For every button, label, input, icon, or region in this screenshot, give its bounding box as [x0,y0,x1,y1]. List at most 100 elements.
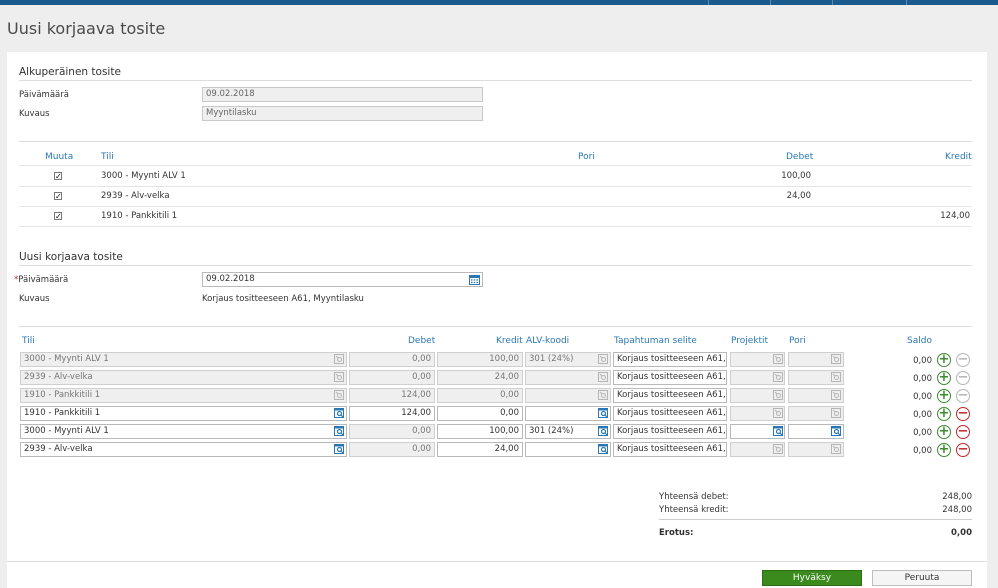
divider [19,80,972,81]
event-desc-input[interactable]: Korjaus tositteeseen A61, M [613,424,727,439]
remove-row-icon[interactable]: − [956,406,970,421]
debit-input: 124,00 [349,388,435,403]
top-bar [0,0,998,5]
top-bar-divider [832,0,833,5]
lookup-icon [831,354,841,364]
correction-date-label-text: Päivämäärä [18,275,69,285]
col-account: Tili [22,336,35,346]
col-pori: Pori [789,336,806,346]
projects-input [730,370,785,385]
event-desc-input[interactable]: Korjaus tositteeseen A61, M [613,442,727,457]
correction-date-input[interactable]: 09.02.2018 [202,272,483,287]
saldo-value: 0,00 [913,356,932,366]
lookup-icon [773,444,783,454]
lookup-icon [598,390,608,400]
change-checkbox[interactable]: ✓ [54,192,62,201]
credit-input[interactable]: 100,00 [437,424,523,439]
lookup-icon [598,372,608,382]
col-vat: ALV-koodi [526,336,570,346]
row-divider [19,186,972,187]
add-row-icon[interactable]: + [937,406,951,421]
difference-label: Erotus: [659,528,694,538]
lookup-icon[interactable] [334,426,344,436]
account-input[interactable]: 1910 - Pankkitili 1 [20,406,347,421]
lookup-icon[interactable] [334,444,344,454]
projects-input [730,442,785,457]
original-desc-field: Myyntilasku [202,106,483,121]
add-row-icon[interactable]: + [937,352,951,367]
add-row-icon[interactable]: + [937,424,951,439]
event-desc-input[interactable]: Korjaus tositteeseen A61, M [613,352,727,367]
col-event-desc: Tapahtuman selite [614,336,697,346]
main-card: Alkuperäinen tosite Päivämäärä 09.02.201… [7,52,987,588]
account-input[interactable]: 2939 - Alv-velka [20,442,347,457]
col-change: Muuta [45,152,74,162]
vat-input [525,370,611,385]
add-row-icon[interactable]: + [937,388,951,403]
calendar-icon[interactable] [469,274,480,285]
remove-row-icon[interactable]: − [956,442,970,457]
projects-input[interactable] [730,424,785,439]
original-row-account: 1910 - Pankkitili 1 [101,211,178,221]
projects-input [730,406,785,421]
required-mark: * [14,275,19,285]
remove-row-icon[interactable]: − [956,424,970,439]
vat-input[interactable] [525,442,611,457]
correction-desc-value: Korjaus tositteeseen A61, Myyntilasku [202,294,364,304]
lookup-icon[interactable] [598,444,608,454]
change-checkbox[interactable]: ✓ [54,172,62,181]
debit-input: 0,00 [349,424,435,439]
lookup-icon [334,390,344,400]
original-desc-label: Kuvaus [19,109,50,119]
projects-input [730,352,785,367]
saldo-value: 0,00 [913,392,932,402]
row-divider [19,165,972,166]
pori-input [788,370,844,385]
accept-button[interactable]: Hyväksy [762,570,862,586]
event-desc-input[interactable]: Korjaus tositteeseen A61, M [613,370,727,385]
col-debit: Debet [786,152,814,162]
col-debit: Debet [408,336,436,346]
event-desc-input[interactable]: Korjaus tositteeseen A61, M [613,388,727,403]
divider [19,326,972,327]
lookup-icon [831,444,841,454]
original-date-label: Päivämäärä [19,90,69,100]
vat-input[interactable] [525,406,611,421]
lookup-icon[interactable] [598,426,608,436]
vat-input: 301 (24%) [525,352,611,367]
lookup-icon[interactable] [598,408,608,418]
credit-input[interactable]: 24,00 [437,442,523,457]
pori-input [788,388,844,403]
credit-input: 24,00 [437,370,523,385]
lookup-icon [598,354,608,364]
account-input[interactable]: 3000 - Myynti ALV 1 [20,424,347,439]
event-desc-input[interactable]: Korjaus tositteeseen A61, M [613,406,727,421]
cancel-button[interactable]: Peruuta [872,570,972,586]
col-credit: Kredit [945,152,972,162]
total-debit-label: Yhteensä debet: [659,492,729,502]
credit-input[interactable]: 0,00 [437,406,523,421]
add-row-icon[interactable]: + [937,370,951,385]
debit-input[interactable]: 124,00 [349,406,435,421]
projects-input [730,388,785,403]
add-row-icon[interactable]: + [937,442,951,457]
top-bar-divider [770,0,771,5]
original-row-debit: 100,00 [781,171,811,181]
saldo-value: 0,00 [913,410,932,420]
lookup-icon [334,354,344,364]
pori-input [788,352,844,367]
change-checkbox[interactable]: ✓ [54,212,62,221]
lookup-icon[interactable] [334,408,344,418]
lookup-icon[interactable] [831,426,841,436]
lookup-icon [831,372,841,382]
pori-input[interactable] [788,424,844,439]
lookup-icon[interactable] [773,426,783,436]
lookup-icon [773,390,783,400]
saldo-value: 0,00 [913,446,932,456]
top-bar-divider [906,0,907,5]
correction-desc-label: Kuvaus [19,294,50,304]
vat-input[interactable]: 301 (24%) [525,424,611,439]
original-row-account: 2939 - Alv-velka [101,191,170,201]
account-input: 1910 - Pankkitili 1 [20,388,347,403]
col-pori: Pori [578,152,595,162]
